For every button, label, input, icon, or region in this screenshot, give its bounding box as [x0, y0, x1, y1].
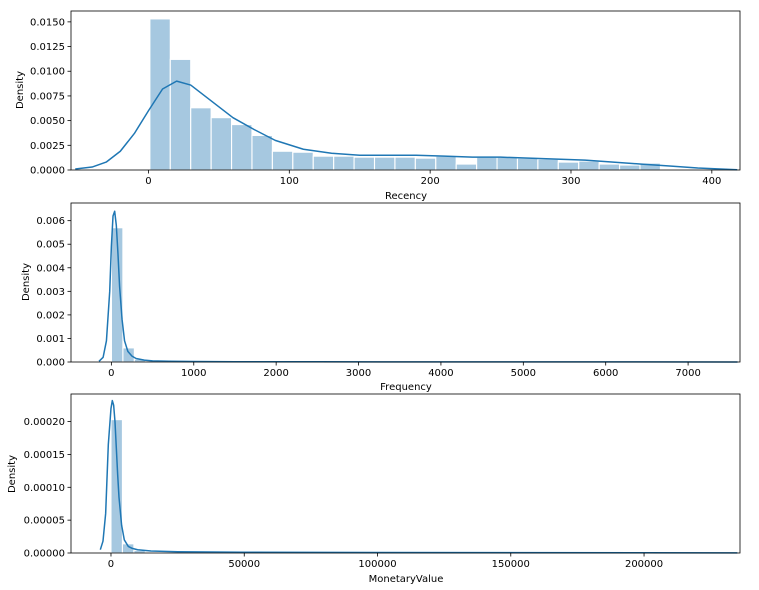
frequency-x-tick-label: 1000 [181, 368, 206, 379]
recency-histogram-bar [394, 156, 416, 171]
recency-y-tick-label: 0.0050 [30, 116, 65, 127]
frequency-ylabel: Density [21, 263, 32, 301]
recency-x-tick-label: 300 [561, 176, 580, 187]
monetaryvalue-x-tick-label: 50000 [228, 559, 260, 570]
frequency-axes-frame [70, 202, 741, 363]
frequency-x-tick-label: 3000 [346, 368, 371, 379]
frequency-y-tick-label: 0.002 [36, 310, 65, 321]
recency-histogram-bar [619, 164, 641, 171]
frequency-x-tick-label: 2000 [263, 368, 288, 379]
recency-histogram-bar [190, 107, 212, 171]
recency-histogram-bar [476, 156, 498, 171]
recency-axes-frame [70, 10, 741, 171]
recency-y-tick-label: 0.0075 [30, 91, 65, 102]
recency-histogram-bar [333, 155, 355, 171]
frequency-histogram-bar [122, 347, 135, 363]
recency-histogram-bar [496, 156, 519, 171]
monetaryvalue-y-tick-label: 0.00000 [24, 549, 65, 560]
frequency-y-tick-label: 0.001 [36, 334, 65, 345]
recency-kde-line [75, 80, 738, 171]
monetaryvalue-x-tick-label: 0 [108, 559, 114, 570]
recency-x-tick-label: 100 [280, 176, 299, 187]
frequency-plot: Frequency Density 0 1000 2000 3000 4000 5000 6… [21, 202, 741, 393]
recency-histogram-bar [435, 155, 457, 171]
frequency-x-tick-label: 0 [108, 368, 114, 379]
frequency-y-tick-label: 0.003 [36, 287, 65, 298]
recency-histogram-bar [231, 124, 253, 171]
frequency-y-tick-label: 0.005 [36, 240, 65, 251]
recency-histogram-bar [271, 150, 294, 171]
recency-y-tick-label: 0.0025 [30, 141, 65, 152]
recency-histogram-bar [251, 134, 273, 171]
recency-histogram-bar [578, 160, 600, 171]
frequency-y-tick-label: 0.000 [36, 358, 65, 369]
monetaryvalue-y-tick-label: 0.00020 [24, 417, 65, 428]
recency-histogram-bar [455, 163, 478, 171]
recency-plot: Recency Density 0 100 200 300 400 0.0000 0.002… [15, 10, 741, 202]
recency-histogram-bar [537, 158, 559, 171]
monetaryvalue-y-tick-label: 0.00015 [24, 450, 65, 461]
monetaryvalue-kde-line [99, 399, 738, 554]
recency-y-tick-label: 0.0100 [30, 67, 65, 78]
recency-histogram-bar [292, 151, 314, 171]
recency-y-tick-label: 0.0125 [30, 42, 65, 53]
frequency-kde-line [98, 210, 738, 363]
frequency-x-tick-label: 6000 [593, 368, 618, 379]
recency-ylabel: Density [15, 71, 26, 109]
recency-x-tick-label: 200 [421, 176, 440, 187]
recency-y-tick-label: 0.0000 [30, 166, 65, 177]
monetaryvalue-plot: MonetaryValue Density 0 50000 100000 150000… [7, 393, 741, 585]
recency-histogram-bar [557, 161, 580, 171]
frequency-xlabel: Frequency [380, 382, 432, 393]
frequency-x-tick-label: 4000 [428, 368, 453, 379]
frequency-x-tick-label: 7000 [675, 368, 700, 379]
monetaryvalue-xlabel: MonetaryValue [369, 574, 444, 585]
frequency-y-tick-label: 0.004 [36, 263, 65, 274]
recency-histogram-bar [210, 117, 233, 171]
monetaryvalue-axes-frame [70, 393, 741, 554]
monetaryvalue-x-tick-label: 200000 [625, 559, 663, 570]
recency-histogram-bar [373, 156, 396, 171]
recency-histogram-bar [516, 157, 539, 171]
monetaryvalue-y-tick-label: 0.00005 [24, 516, 65, 527]
recency-y-tick-label: 0.0150 [30, 17, 65, 28]
recency-histogram-bar [598, 163, 621, 171]
frequency-x-tick-label: 5000 [511, 368, 536, 379]
monetaryvalue-x-tick-label: 150000 [492, 559, 530, 570]
monetaryvalue-ylabel: Density [7, 455, 18, 493]
recency-histogram-bar [312, 155, 335, 171]
monetaryvalue-x-tick-label: 100000 [358, 559, 396, 570]
frequency-y-tick-label: 0.006 [36, 216, 65, 227]
monetaryvalue-histogram-bar [110, 419, 123, 554]
recency-histogram-bar [169, 58, 192, 171]
recency-x-tick-label: 400 [702, 176, 721, 187]
recency-x-tick-label: 0 [145, 176, 151, 187]
recency-histogram-bar [414, 157, 437, 171]
monetaryvalue-y-tick-label: 0.00010 [24, 483, 65, 494]
recency-histogram-bar [353, 156, 376, 171]
recency-histogram-bar [149, 18, 171, 171]
recency-xlabel: Recency [385, 191, 427, 202]
